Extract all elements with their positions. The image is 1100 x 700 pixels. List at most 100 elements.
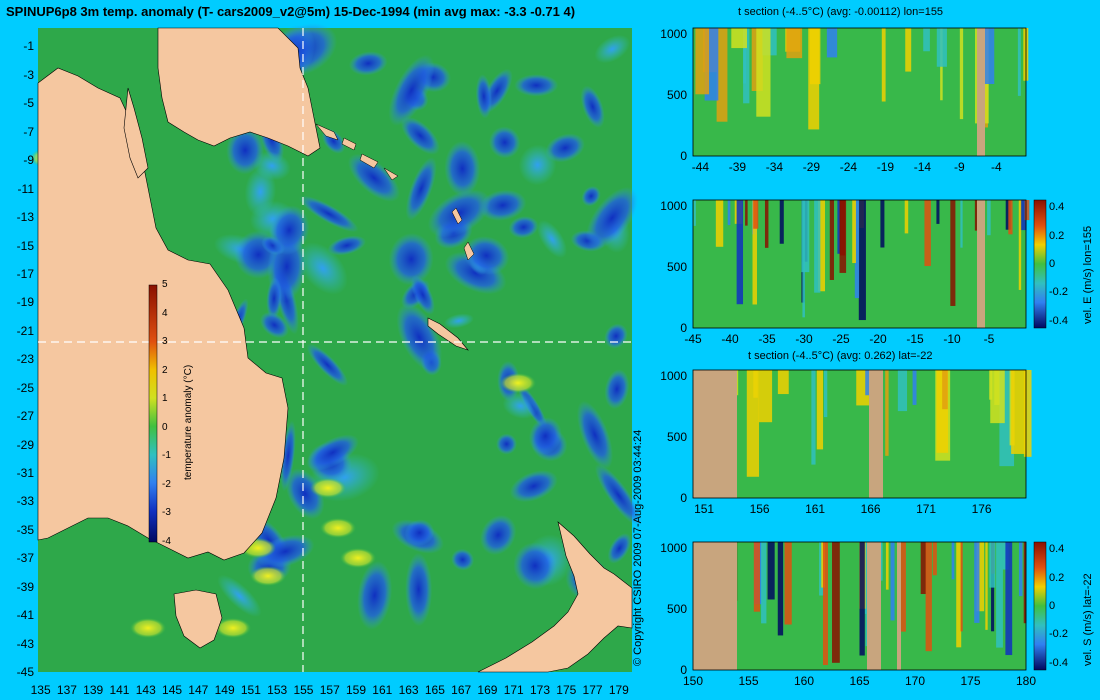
t-section-lat-panel (692, 369, 1032, 499)
cold-anomaly-eddy (327, 235, 366, 256)
t-section-lon-panel (692, 27, 1029, 157)
section-column (826, 28, 838, 58)
x-tick-label: -40 (721, 332, 739, 346)
cold-anomaly-eddy (514, 74, 559, 97)
section-column (801, 200, 810, 273)
map-y-tick-label: -11 (17, 181, 34, 196)
cold-anomaly-eddy (357, 561, 393, 630)
x-tick-label: -15 (906, 332, 924, 346)
map-y-tick-label: -43 (16, 636, 34, 651)
map-panel (30, 22, 643, 673)
y-tick-label: 1000 (660, 27, 687, 42)
section-column (905, 28, 912, 72)
section-land (897, 542, 901, 670)
cold-anomaly-eddy (269, 205, 310, 256)
map-y-tick-label: -29 (16, 437, 34, 452)
x-tick-label: 156 (749, 502, 770, 516)
section-column (923, 28, 930, 52)
cold-anomaly-eddy (508, 216, 539, 239)
cold-anomaly-eddy (410, 275, 435, 315)
section-column (814, 200, 821, 293)
section-column (693, 200, 696, 226)
y-tick-label: 1000 (660, 369, 687, 384)
section-column (1024, 200, 1030, 221)
section-column (1019, 200, 1027, 231)
cold-anomaly-eddy (405, 157, 437, 221)
map-colorbar-label: temperature anomaly (°C) (183, 364, 194, 480)
cold-anomaly-eddy (349, 51, 388, 76)
t-section-lon-title: t section (-4..5°C) (avg: -0.00112) lon=… (738, 6, 944, 18)
section-column (837, 200, 842, 254)
warm-anomaly-eddy (310, 478, 346, 498)
x-tick-label: 161 (805, 502, 826, 516)
section-column (756, 28, 771, 117)
section-column (960, 200, 963, 248)
section-column (974, 542, 980, 623)
map-colorbar-tick: 0 (162, 421, 168, 433)
section-column (990, 370, 1005, 424)
section-land (869, 370, 883, 498)
cold-anomaly-eddy (607, 533, 632, 564)
x-tick-label: -44 (691, 160, 710, 174)
x-tick-label: 160 (793, 674, 815, 688)
section-column (745, 200, 748, 226)
vel-colorbar-tick: 0.4 (1049, 543, 1065, 556)
map-y-tick-label: -33 (16, 494, 34, 509)
cold-anomaly-eddy (266, 277, 282, 320)
solomon-islands (315, 123, 475, 261)
y-tick-label: 0 (680, 149, 687, 163)
section-column (1023, 370, 1032, 457)
cold-anomaly-eddy (299, 195, 359, 233)
cold-anomaly-eddy (463, 236, 510, 275)
section-frame (692, 199, 1027, 329)
y-tick-label: 0 (680, 321, 687, 335)
y-tick-label: 500 (666, 260, 687, 275)
section-column (786, 28, 803, 59)
x-tick-label: -4 (991, 160, 1002, 174)
section-column (936, 370, 949, 453)
cold-anomaly-eddy (509, 470, 558, 503)
x-tick-label: -45 (684, 332, 702, 346)
section-column (746, 370, 760, 477)
map-y-tick-label: -1 (23, 39, 34, 54)
section-column (1017, 28, 1021, 96)
section-frame (692, 369, 1027, 499)
section-land (693, 370, 737, 498)
section-column (985, 542, 988, 630)
y-tick-label: 0 (680, 663, 687, 677)
cold-anomaly-eddy (585, 186, 639, 250)
vel-e-colorbar (1033, 199, 1047, 329)
x-tick-label: -10 (943, 332, 961, 346)
cold-anomaly-eddy (444, 141, 481, 197)
map-y-tick-label: -3 (23, 67, 34, 82)
vel-colorbar-tick: 0.4 (1049, 201, 1065, 214)
x-tick-label: 173 (529, 683, 551, 697)
section-column (758, 370, 773, 423)
cold-anomaly-eddy (594, 463, 643, 527)
section-column (899, 542, 906, 632)
section-column (1023, 542, 1027, 624)
x-tick-label: 165 (849, 674, 870, 688)
section-column (1005, 542, 1013, 656)
vel-colorbar-tick: 0.2 (1049, 229, 1065, 242)
section-column (974, 200, 978, 231)
map-y-tick-label: -35 (16, 522, 34, 537)
vel-colorbar-tick: -0.4 (1049, 656, 1068, 669)
x-tick-label: -35 (758, 332, 776, 346)
section-column (950, 200, 956, 306)
map-y-tick-label: -23 (16, 352, 34, 367)
section-land (977, 200, 985, 328)
map-y-tick-label: -45 (16, 665, 34, 679)
section-column (810, 28, 821, 85)
warm-anomaly-eddy (250, 566, 286, 586)
section-column (736, 200, 744, 305)
section-frame (692, 27, 1027, 157)
section-column (932, 542, 937, 576)
section-land (977, 28, 985, 156)
x-tick-label: -5 (983, 332, 995, 346)
x-tick-label: 151 (694, 502, 715, 516)
map-colorbar-tick: 1 (162, 393, 168, 405)
x-tick-label: 180 (1015, 674, 1037, 688)
x-tick-label: 165 (424, 683, 445, 697)
cold-anomaly-eddy (297, 242, 348, 295)
